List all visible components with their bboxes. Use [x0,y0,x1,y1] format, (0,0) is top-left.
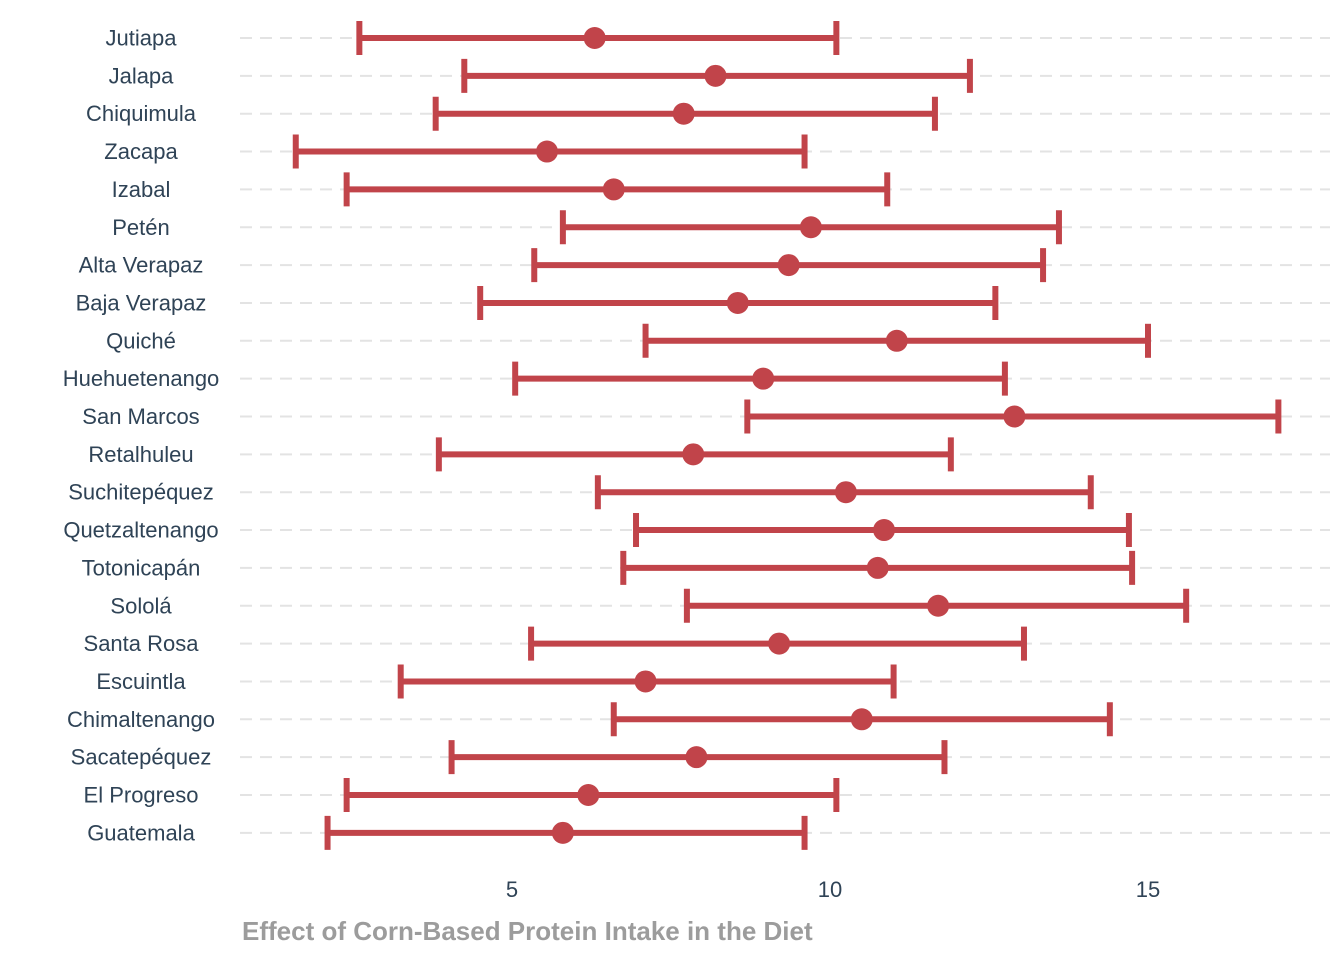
category-label: El Progreso [84,783,199,808]
point-estimate [535,140,558,163]
point-estimate [834,481,857,504]
estimate-row [397,664,897,699]
x-tick-label: 15 [1136,877,1160,902]
estimate-row [432,96,938,131]
category-label: Jutiapa [106,26,178,51]
estimate-row [531,248,1047,283]
point-estimate [726,291,749,314]
point-estimate [602,178,625,201]
point-estimate [927,594,950,617]
category-label: Sololá [110,593,172,618]
estimate-row [356,21,840,55]
point-estimate [682,443,705,466]
estimate-row [528,626,1027,661]
estimates-and-intervals [292,21,1282,850]
point-estimate [685,746,708,769]
category-label: Jalapa [109,63,175,88]
category-label: Chimaltenango [67,707,215,732]
point-estimate [1003,405,1026,428]
category-label: Huehuetenango [63,366,220,391]
category-label: Escuintla [96,669,186,694]
estimate-row [744,399,1282,434]
point-estimate [768,632,791,655]
category-label: Suchitepéquez [68,480,214,505]
point-estimate [866,556,889,579]
category-label: Alta Verapaz [79,253,204,278]
gridlines [240,37,1330,834]
estimate-row [448,740,948,775]
point-estimate [672,102,695,125]
x-axis-ticks: 5 10 15 [506,877,1160,902]
category-labels: Jutiapa Jalapa Chiquimula Zacapa Izabal Petén… [63,26,220,846]
estimate-row [292,134,808,169]
estimate-row [461,58,973,93]
point-estimate [777,254,800,277]
x-tick-label: 10 [818,877,842,902]
category-label: Baja Verapaz [76,290,207,315]
category-label: Sacatepéquez [71,745,212,770]
point-estimate [551,821,574,844]
point-estimate [885,329,908,352]
category-label: Retalhuleu [88,442,193,467]
point-estimate [583,27,606,49]
category-label: Quiché [106,328,176,353]
category-label: Petén [112,215,170,240]
category-label: Zacapa [104,139,178,164]
estimate-row [683,588,1190,623]
category-label: Chiquimula [86,101,197,126]
point-estimate [850,708,873,731]
point-estimate [577,784,600,806]
x-tick-label: 5 [506,877,518,902]
category-label: Quetzaltenango [63,518,218,543]
estimate-row [435,437,954,472]
estimate-row [343,778,840,812]
estimate-row [343,172,891,207]
estimate-row [477,285,999,320]
estimate-row [620,550,1136,585]
estimate-row [610,702,1113,737]
point-estimate [704,64,727,87]
estimate-row [559,210,1062,245]
point-estimate [799,216,822,239]
estimate-row [642,323,1151,358]
estimate-row [594,475,1094,510]
category-label: Totonicapán [82,555,201,580]
estimate-row [512,361,1008,396]
category-label: San Marcos [82,404,199,429]
category-label: Guatemala [87,820,195,845]
estimate-row [633,513,1132,548]
point-estimate [873,519,896,542]
category-label: Izabal [112,177,171,202]
estimate-row [324,815,808,850]
point-estimate [634,670,657,693]
x-axis-title: Effect of Corn-Based Protein Intake in t… [242,916,813,946]
category-label: Santa Rosa [84,631,200,656]
point-estimate [752,367,775,390]
